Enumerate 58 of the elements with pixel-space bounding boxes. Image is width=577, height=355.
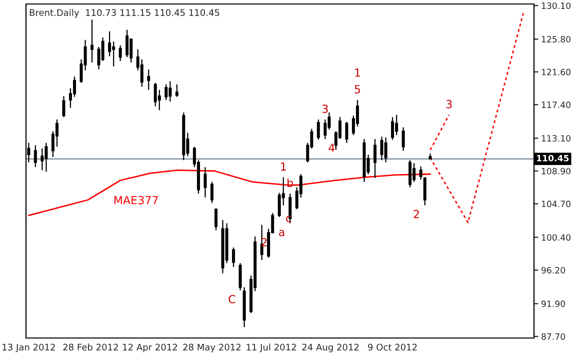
candlestick bbox=[168, 80, 172, 102]
y-tick-label: 125.80 bbox=[542, 36, 571, 43]
annotation: 3 bbox=[322, 104, 328, 113]
annotation: 4 bbox=[328, 144, 335, 152]
x-tick-label: 24 Aug 2012 bbox=[302, 344, 359, 352]
candlestick bbox=[210, 181, 214, 204]
x-tick-label: 28 May 2012 bbox=[183, 344, 240, 352]
annotation: 3 bbox=[446, 100, 452, 108]
candlestick bbox=[260, 224, 264, 261]
candlestick bbox=[345, 121, 348, 144]
y-tick-label: 113.10 bbox=[542, 135, 571, 142]
candlestick bbox=[34, 144, 37, 168]
line-series bbox=[28, 170, 431, 216]
series-label: MAE377 bbox=[114, 196, 158, 204]
candlestick bbox=[419, 166, 422, 180]
candlestick bbox=[214, 208, 218, 231]
candlestick bbox=[44, 142, 48, 172]
annotation: C bbox=[228, 294, 236, 304]
y-tick-label: 130.10 bbox=[542, 2, 571, 9]
annotation: 5 bbox=[354, 85, 360, 94]
candlestick bbox=[147, 68, 150, 90]
y-tick-label: 91.90 bbox=[541, 300, 566, 308]
x-tick-label: 9 Oct 2012 bbox=[368, 344, 417, 351]
candlestick bbox=[395, 114, 398, 136]
annotation: 1 bbox=[355, 68, 360, 77]
y-tick-label: 96.20 bbox=[541, 266, 566, 274]
candlestick bbox=[221, 220, 224, 274]
y-tick-label: 100.40 bbox=[542, 234, 571, 241]
candlestick bbox=[175, 84, 178, 98]
y-tick-label: 104.70 bbox=[542, 200, 571, 208]
candlestick bbox=[362, 138, 366, 182]
x-tick-label: 11 Jul 2012 bbox=[246, 344, 296, 352]
x-tick-label: 28 Feb 2012 bbox=[63, 344, 118, 351]
candlestick bbox=[316, 118, 320, 140]
ref-line-label: 110.45 bbox=[537, 154, 569, 162]
annotation: 2 bbox=[414, 210, 419, 218]
text: Brent.Daily 110.73 111.15 110.45 110.45 bbox=[30, 9, 220, 18]
candlestick bbox=[374, 138, 376, 179]
candlestick bbox=[391, 116, 394, 140]
annotation: 1 bbox=[281, 162, 286, 171]
candlestick bbox=[164, 84, 168, 101]
y-tick-label: 121.60 bbox=[542, 68, 571, 76]
candlestick bbox=[204, 166, 207, 198]
candlestick bbox=[90, 19, 94, 64]
x-tick-label: 12 Apr 2012 bbox=[123, 344, 177, 352]
candlestick bbox=[232, 246, 236, 268]
y-tick-label: 108.90 bbox=[542, 168, 571, 174]
candlestick bbox=[428, 152, 432, 160]
x-tick-label: 13 Jan 2012 bbox=[2, 344, 55, 352]
candlestick bbox=[242, 286, 246, 328]
candlestick bbox=[118, 44, 122, 62]
candlestick bbox=[402, 126, 405, 152]
annotation: a bbox=[279, 230, 284, 236]
y-tick-label: 117.40 bbox=[542, 102, 571, 108]
candlestick bbox=[384, 136, 388, 163]
y-tick-label: 87.70 bbox=[542, 333, 566, 340]
candlestick bbox=[380, 136, 384, 161]
candlestick bbox=[62, 96, 66, 118]
